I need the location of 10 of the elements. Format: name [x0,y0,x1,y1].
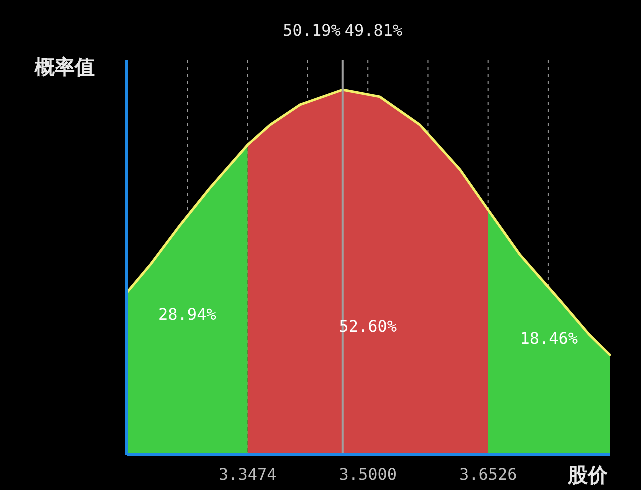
annotation: 18.46% [520,329,578,348]
x-tick-label: 3.5000 [339,465,398,484]
annotation: 52.60% [339,317,398,336]
annotation: 28.94% [158,305,217,324]
x-tick-label: 3.6526 [459,465,518,484]
text: 49.81% [344,21,404,40]
x-axis-title: 股价 [567,463,609,487]
x-tick-label: 3.3474 [218,465,277,484]
y-axis-title: 概率值 [34,55,95,79]
text: 50.19% [283,21,342,40]
